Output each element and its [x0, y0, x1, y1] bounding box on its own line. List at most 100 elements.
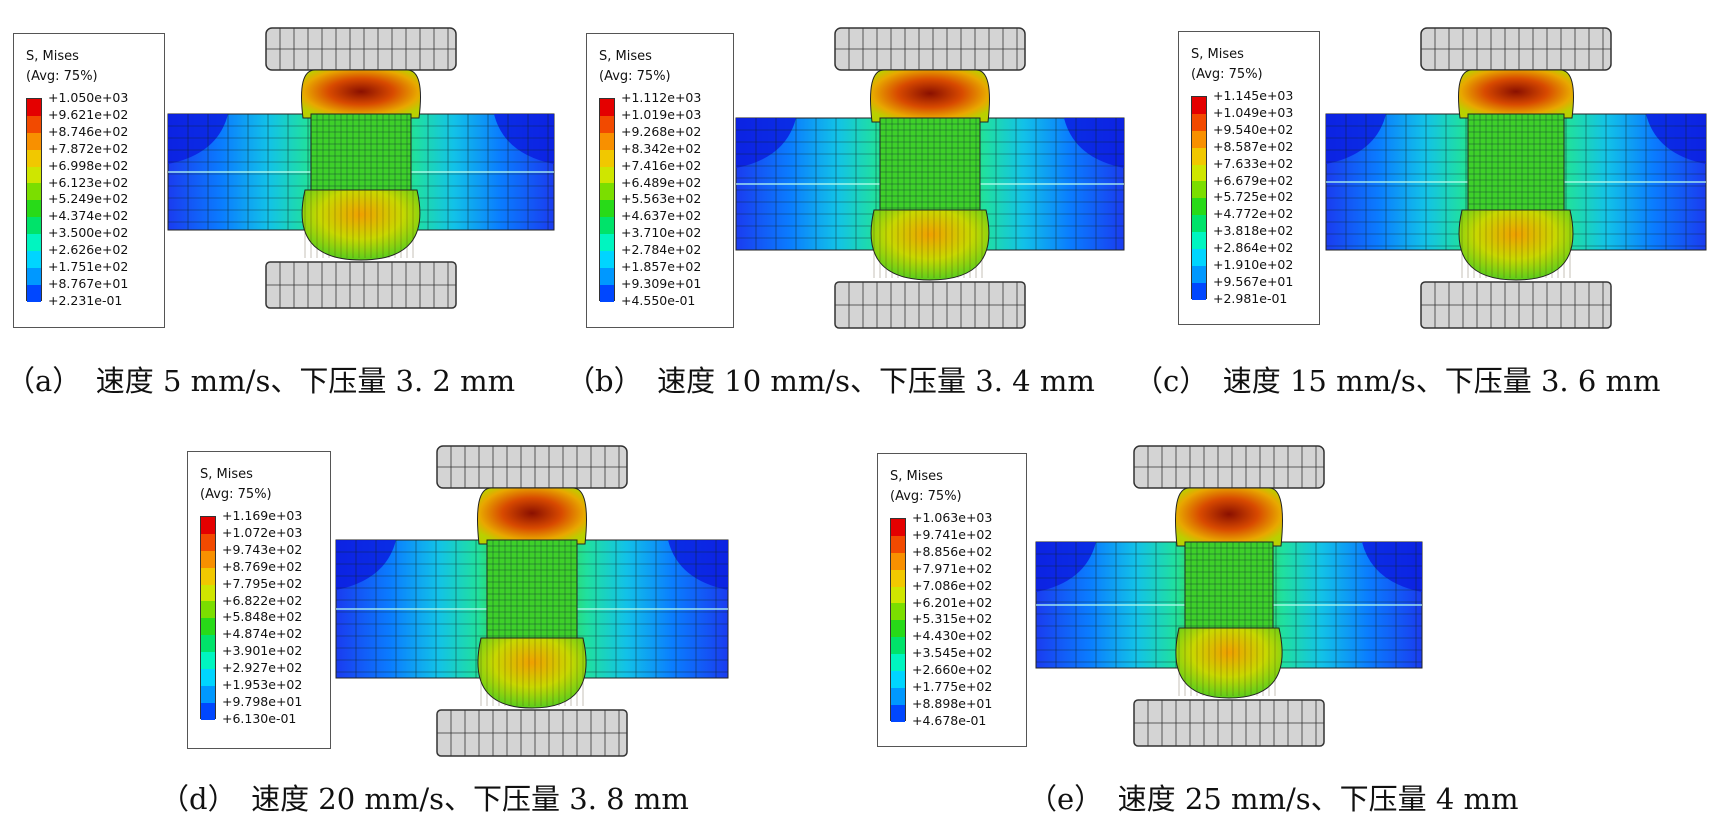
legend-value: +4.874e+02 [222, 626, 303, 642]
low-stress-zone [168, 114, 228, 164]
caption-e: （e） 速度 25 mm/s、下压量 4 mm [1028, 782, 1519, 816]
legend-color-band [201, 702, 215, 720]
legend-color-band [891, 654, 905, 672]
legend-colorbar [599, 98, 615, 302]
legend-subtitle: (Avg: 75%) [200, 487, 272, 502]
legend-value: +1.145e+03 [1213, 88, 1294, 103]
legend-value: +7.416e+02 [621, 157, 702, 173]
legend-color-band [27, 149, 41, 167]
legend-value: +6.201e+02 [912, 594, 993, 610]
legend-color-band [27, 183, 41, 201]
legend-a: S, Mises (Avg: 75%) +1.050e+03 +9.621e+02 +8… [13, 33, 165, 328]
simulation-c [1325, 27, 1707, 329]
legend-value: +8.769e+02 [222, 558, 303, 574]
legend-color-band [201, 652, 215, 670]
legend-color-band [201, 517, 215, 534]
legend-value: +2.784e+02 [621, 242, 702, 258]
legend-value: +9.621e+02 [48, 106, 129, 122]
legend-color-band [600, 183, 614, 201]
legend-value: +7.872e+02 [48, 140, 129, 156]
legend-color-band [27, 217, 41, 235]
legend-color-band [1192, 265, 1206, 283]
legend-color-band [27, 234, 41, 252]
legend-value: +8.898e+01 [912, 695, 993, 711]
legend-color-band [201, 635, 215, 653]
legend-value: +3.545e+02 [912, 645, 993, 661]
legend-color-band [600, 115, 614, 133]
legend-color-band [600, 234, 614, 252]
legend-color-band [891, 586, 905, 604]
legend-color-band [201, 669, 215, 686]
legend-color-band [891, 569, 905, 587]
legend-value: +5.848e+02 [222, 609, 303, 625]
rivet-head [1175, 487, 1283, 547]
legend-title: S, Mises [1191, 47, 1244, 62]
low-stress-zone [736, 118, 796, 168]
legend-color-band [1192, 232, 1206, 250]
low-stress-zone [1646, 114, 1706, 164]
legend-color-band [27, 115, 41, 133]
legend-e: S, Mises (Avg: 75%) +1.063e+03 +9.741e+02 +8… [877, 453, 1027, 747]
legend-value: +1.857e+02 [621, 259, 702, 274]
rivet-head [301, 69, 421, 119]
legend-value: +6.998e+02 [48, 157, 129, 173]
low-stress-zone [668, 540, 728, 590]
legend-color-band [600, 149, 614, 167]
simulation-a [167, 27, 555, 309]
legend-color-band [1192, 215, 1206, 233]
legend-d: S, Mises (Avg: 75%) +1.169e+03 +1.072e+03 +9… [187, 451, 331, 749]
legend-color-band [1192, 198, 1206, 216]
legend-value: +4.550e-01 [621, 292, 696, 308]
legend-subtitle: (Avg: 75%) [1191, 67, 1263, 82]
legend-value: +2.660e+02 [912, 662, 993, 678]
legend-value: +3.710e+02 [621, 225, 702, 241]
legend-value: +5.315e+02 [912, 611, 993, 627]
legend-color-band [27, 166, 41, 184]
low-stress-zone [1036, 542, 1096, 592]
legend-color-band [891, 519, 905, 536]
legend-value: +9.743e+02 [222, 541, 303, 557]
legend-color-band [201, 685, 215, 703]
legend-color-band [1192, 181, 1206, 199]
legend-value: +9.798e+01 [222, 693, 303, 709]
low-stress-zone [1362, 542, 1422, 592]
legend-value: +1.063e+03 [912, 510, 993, 525]
legend-color-band [600, 132, 614, 150]
legend-color-band [891, 603, 905, 621]
legend-color-band [891, 704, 905, 722]
legend-title: S, Mises [599, 49, 652, 64]
legend-colorbar [1191, 96, 1207, 300]
legend-color-band [27, 251, 41, 268]
legend-value: +6.822e+02 [222, 592, 303, 608]
legend-color-band [600, 251, 614, 268]
legend-title: S, Mises [890, 469, 943, 484]
legend-value: +6.123e+02 [48, 174, 129, 190]
legend-value: +6.130e-01 [222, 710, 297, 726]
simulation-b [735, 27, 1125, 329]
legend-value: +9.567e+01 [1213, 273, 1294, 289]
legend-value: +9.741e+02 [912, 526, 993, 542]
legend-value: +1.050e+03 [48, 90, 129, 105]
legend-value: +2.864e+02 [1213, 240, 1294, 256]
legend-value: +5.563e+02 [621, 191, 702, 207]
legend-value: +4.430e+02 [912, 628, 993, 644]
legend-color-band [1192, 164, 1206, 182]
legend-color-band [891, 552, 905, 570]
legend-value: +8.746e+02 [48, 123, 129, 139]
legend-color-band [1192, 113, 1206, 131]
caption-a: （a） 速度 5 mm/s、下压量 3. 2 mm [6, 364, 516, 398]
legend-color-band [1192, 130, 1206, 148]
legend-subtitle: (Avg: 75%) [26, 69, 98, 84]
legend-color-band [201, 584, 215, 602]
rivet-head [1458, 69, 1574, 119]
legend-value: +7.633e+02 [1213, 155, 1294, 171]
legend-subtitle: (Avg: 75%) [890, 489, 962, 504]
legend-value: +2.981e-01 [1213, 290, 1288, 306]
legend-value: +3.901e+02 [222, 643, 303, 659]
legend-value: +1.072e+03 [222, 524, 303, 540]
legend-value: +8.342e+02 [621, 140, 702, 156]
legend-color-band [891, 637, 905, 655]
legend-value: +7.086e+02 [912, 577, 993, 593]
legend-value: +1.751e+02 [48, 259, 129, 274]
legend-color-band [600, 166, 614, 184]
